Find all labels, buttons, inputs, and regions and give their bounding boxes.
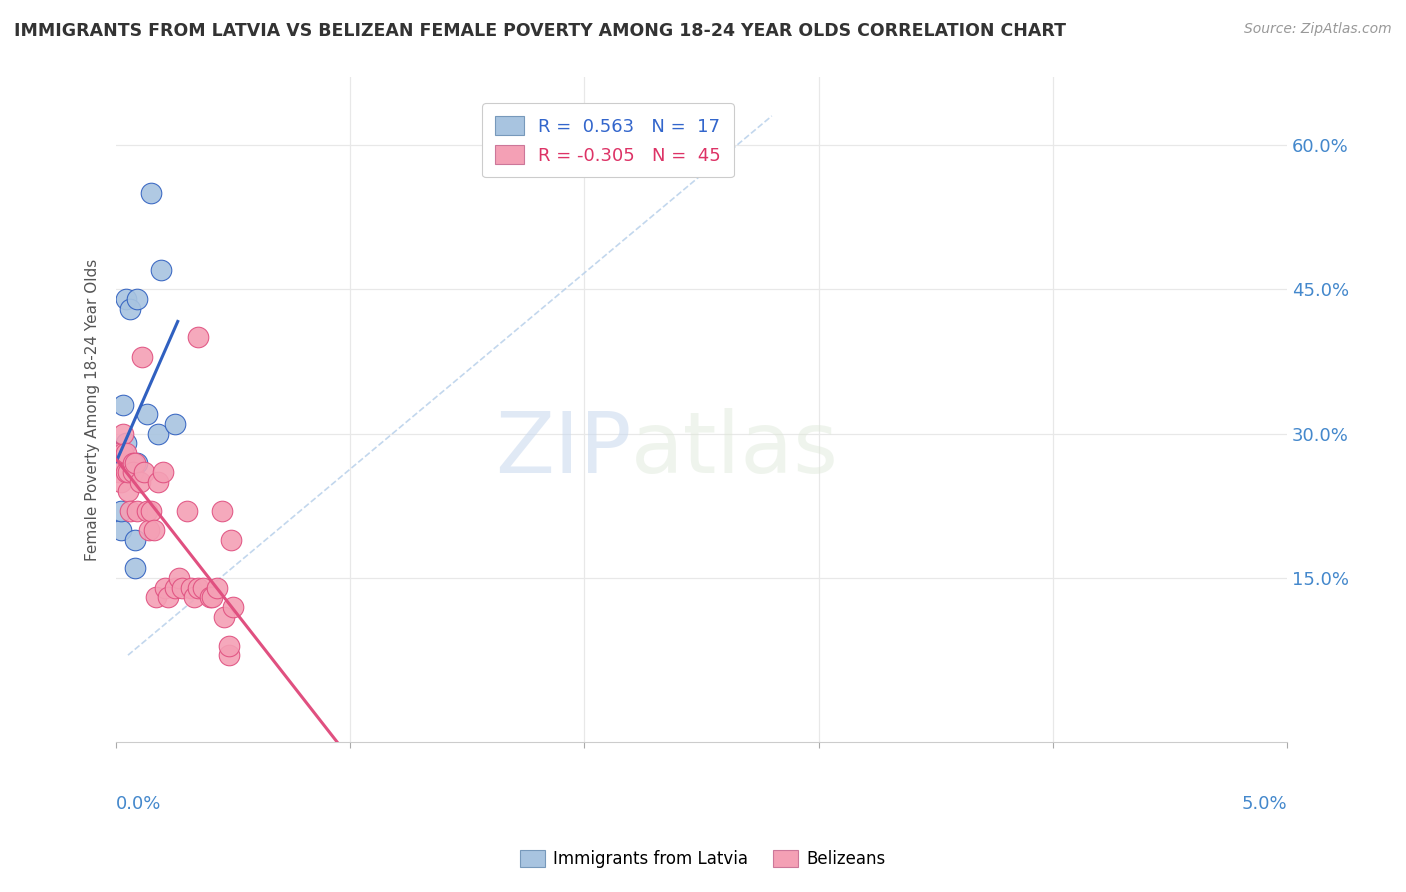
Legend: R =  0.563   N =  17, R = -0.305   N =  45: R = 0.563 N = 17, R = -0.305 N = 45 (482, 103, 734, 178)
Point (114, 436, 136, 450)
Point (156, 591, 179, 605)
Point (149, 263, 172, 277)
Point (163, 581, 186, 595)
Point (121, 456, 143, 470)
Point (124, 533, 146, 547)
Point (114, 465, 136, 479)
Y-axis label: Female Poverty Among 18-24 Year Olds: Female Poverty Among 18-24 Year Olds (86, 259, 100, 561)
Point (127, 456, 149, 470)
Point (120, 504, 142, 518)
Point (145, 591, 167, 605)
Text: atlas: atlas (631, 408, 839, 491)
Point (152, 465, 174, 479)
Text: IMMIGRANTS FROM LATVIA VS BELIZEAN FEMALE POVERTY AMONG 18-24 YEAR OLDS CORRELAT: IMMIGRANTS FROM LATVIA VS BELIZEAN FEMAL… (14, 22, 1066, 40)
Point (117, 484, 139, 499)
Text: 0.0%: 0.0% (117, 795, 162, 813)
Text: 5.0%: 5.0% (1241, 795, 1286, 813)
Point (127, 504, 149, 518)
Point (211, 504, 233, 518)
Point (141, 186, 163, 200)
Point (148, 426, 170, 441)
Point (218, 639, 240, 653)
Point (180, 581, 202, 595)
Point (155, 581, 177, 595)
Point (114, 292, 136, 306)
Point (169, 571, 191, 585)
Point (142, 523, 165, 537)
Point (120, 301, 142, 316)
Point (219, 533, 242, 547)
Point (127, 292, 149, 306)
Point (112, 446, 135, 460)
Point (124, 456, 146, 470)
Point (121, 465, 143, 479)
Text: ZIP: ZIP (495, 408, 631, 491)
Point (191, 581, 214, 595)
Point (183, 591, 205, 605)
Point (141, 504, 163, 518)
Point (187, 581, 209, 595)
Point (187, 330, 209, 344)
Point (135, 408, 157, 422)
Point (198, 591, 221, 605)
Point (201, 591, 224, 605)
Point (112, 426, 135, 441)
Point (107, 465, 129, 479)
Point (131, 350, 153, 364)
Point (138, 523, 160, 537)
Point (163, 417, 186, 431)
Point (117, 465, 139, 479)
Point (205, 581, 228, 595)
Point (176, 504, 198, 518)
Point (114, 465, 136, 479)
Point (114, 446, 136, 460)
Point (110, 523, 132, 537)
Point (170, 581, 193, 595)
Point (110, 456, 132, 470)
Point (222, 600, 245, 615)
Point (134, 465, 156, 479)
Point (128, 475, 150, 489)
Point (107, 446, 129, 460)
Point (212, 609, 235, 624)
Point (110, 475, 132, 489)
Point (112, 456, 135, 470)
Point (135, 504, 157, 518)
Point (112, 398, 135, 412)
Point (218, 648, 240, 662)
Legend: Immigrants from Latvia, Belizeans: Immigrants from Latvia, Belizeans (513, 843, 893, 875)
Point (110, 504, 132, 518)
Point (124, 561, 146, 575)
Point (148, 475, 170, 489)
Text: Source: ZipAtlas.com: Source: ZipAtlas.com (1244, 22, 1392, 37)
